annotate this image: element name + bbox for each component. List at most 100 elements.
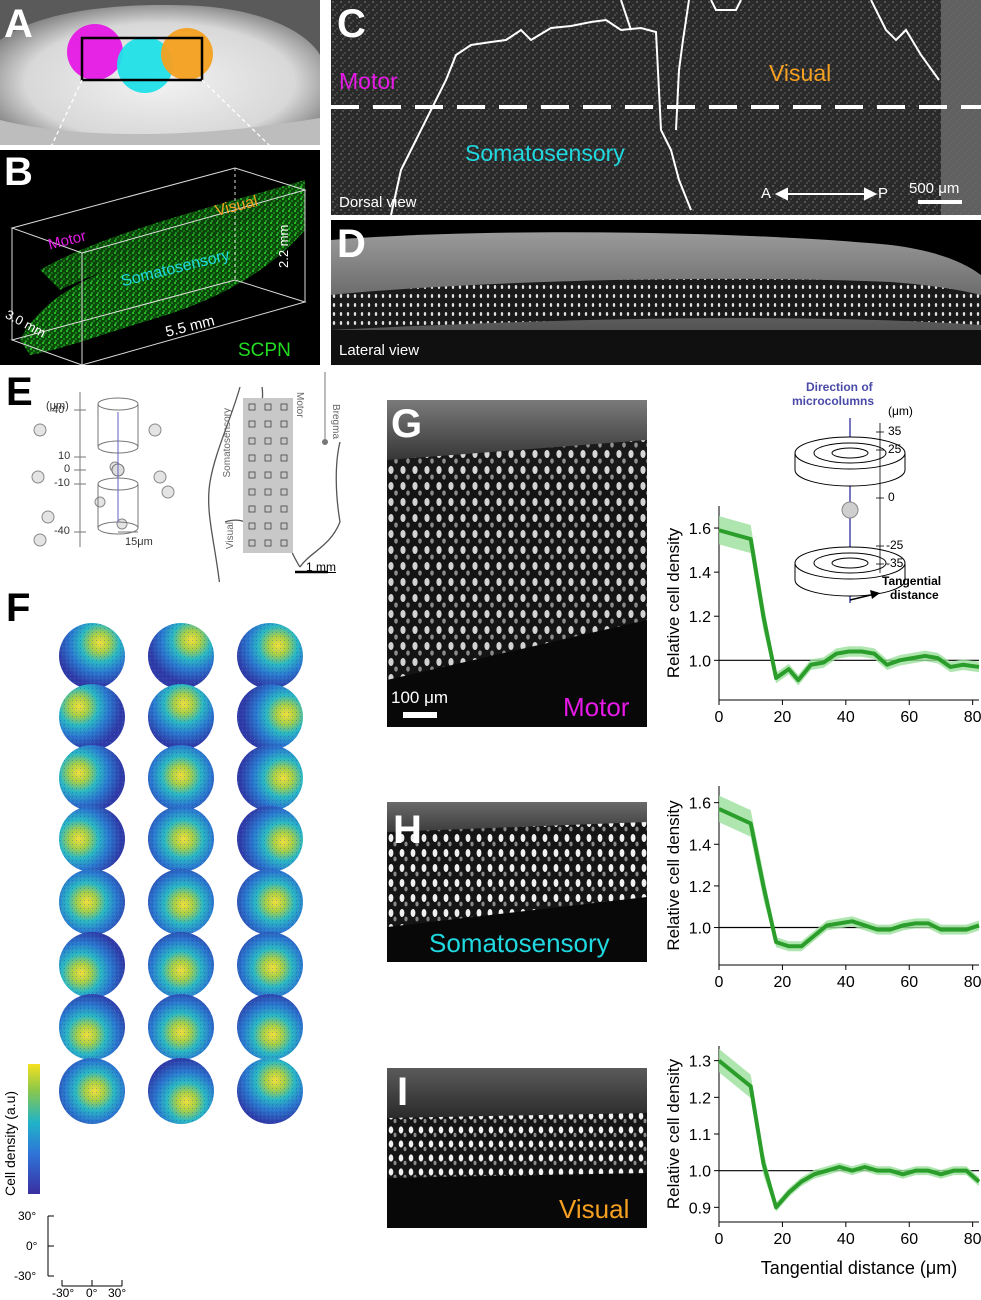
grid-square — [280, 488, 288, 496]
e-radius: 15μm — [125, 536, 153, 548]
grid-square — [280, 522, 288, 530]
visual-micrograph — [387, 1068, 647, 1228]
c-anterior-label: A — [761, 185, 772, 202]
e-tick-0: 0 — [64, 463, 71, 475]
grid-square — [248, 437, 256, 445]
panel-a: A — [0, 0, 320, 145]
panel-label-i: I — [397, 1070, 409, 1114]
y-tick-label: 1.0 — [689, 653, 711, 670]
e-tick-10: 10 — [58, 450, 71, 462]
y-tick-label: 1.6 — [689, 796, 711, 813]
x-tick-label: 60 — [900, 974, 918, 991]
h-region-label: Somatosensory — [429, 928, 610, 958]
series-line — [718, 528, 980, 683]
b-scpn-label: SCPN — [238, 340, 291, 361]
grid-square — [280, 420, 288, 428]
grid-square — [248, 522, 256, 530]
f-colorbar-label: Cell density (a.u) — [2, 1090, 18, 1196]
grid-square — [264, 488, 272, 496]
x-tick-label: 60 — [900, 1231, 918, 1248]
panel-label-a: A — [4, 2, 33, 46]
grid-square — [280, 471, 288, 479]
panel-label-e: E — [6, 370, 33, 414]
panel-f: F Cell density (a.u) 30° 0° -30° -30° 0°… — [0, 588, 340, 1300]
panel-label-d: D — [337, 222, 366, 266]
chart-motor: 1.0 1.2 1.4 1.6 0 20 40 60 80 Relative cell densi… — [664, 506, 981, 726]
x-tick-label: 0 — [715, 709, 724, 726]
y-tick-label: 1.0 — [689, 921, 711, 938]
inset-tick-35: 35 — [888, 424, 902, 438]
e-tick-neg40: -40 — [54, 525, 70, 537]
b-dim-height: 2.2 mm — [276, 224, 291, 268]
y-tick-label: 1.2 — [689, 609, 711, 626]
e-tick-40: 40 — [52, 404, 65, 416]
microcolumn-schematic — [31, 372, 341, 582]
microcolumn-inset: Direction of microcolumns (μm) 35 25 0 -… — [780, 378, 980, 608]
f-ytick-0: 0° — [26, 1239, 38, 1253]
c-motor-label: Motor — [339, 68, 398, 94]
i-region-label: Visual — [559, 1194, 630, 1224]
brain-dorsal-photo — [0, 0, 320, 145]
inset-unit: (μm) — [888, 404, 913, 418]
inset-tick-25: 25 — [888, 442, 902, 456]
scpn-volume — [10, 167, 307, 366]
y-tick-label: 0.9 — [689, 1200, 711, 1217]
y-tick-label: 1.4 — [689, 837, 711, 854]
grid-square — [248, 420, 256, 428]
series-line — [718, 807, 980, 949]
y-axis-label: Relative cell density — [664, 800, 683, 951]
grid-square — [280, 403, 288, 411]
x-tick-label: 0 — [715, 1231, 724, 1248]
colorbar — [28, 1064, 40, 1194]
grid-square — [248, 471, 256, 479]
panel-i-image: I Visual — [387, 1068, 647, 1228]
inset-arrow-label-1: Tangential — [882, 574, 942, 588]
inset-arrow-label-2: distance — [890, 588, 939, 602]
d-view-label: Lateral view — [339, 342, 420, 359]
x-tick-label: 80 — [964, 709, 981, 726]
grid-square — [264, 471, 272, 479]
grid-square — [264, 505, 272, 513]
series-line — [717, 1059, 981, 1210]
e-visual: Visual — [225, 522, 236, 550]
g-region-label: Motor — [563, 692, 630, 722]
f-xtick-30: 30° — [108, 1286, 127, 1300]
c-visual-label: Visual — [769, 60, 832, 86]
x-tick-label: 20 — [774, 974, 792, 991]
panel-h-image: H Somatosensory — [387, 802, 647, 962]
inset-tick-neg35: -35 — [886, 556, 904, 570]
grid-square — [264, 420, 272, 428]
grid-square — [264, 539, 272, 547]
y-tick-label: 1.4 — [689, 565, 711, 582]
e-scale: 1 mm — [306, 560, 336, 574]
grid-square — [248, 454, 256, 462]
grid-square — [248, 403, 256, 411]
inset-tick-0: 0 — [888, 490, 895, 504]
c-posterior-label: P — [878, 185, 889, 202]
grid-square — [280, 437, 288, 445]
grid-square — [248, 505, 256, 513]
panel-label-f: F — [6, 586, 31, 630]
grid-square — [264, 522, 272, 530]
c-somato-label: Somatosensory — [465, 140, 625, 166]
motor-micrograph — [387, 400, 647, 727]
c-scale-label: 500 μm — [909, 180, 960, 197]
panel-d: D Lateral view — [331, 220, 981, 365]
grid-square — [264, 454, 272, 462]
grid-square — [264, 437, 272, 445]
chart-somatosensory: 1.0 1.2 1.4 1.6 0 20 40 60 80 Relative cell densi… — [664, 786, 981, 991]
x-tick-label: 40 — [837, 709, 855, 726]
x-tick-label: 40 — [837, 974, 855, 991]
x-tick-label: 0 — [715, 974, 724, 991]
panel-b: B Motor Visual Somatosensory 2.2 mm 3.0 … — [0, 150, 320, 366]
motor-spot — [67, 24, 123, 80]
y-axis-label: Relative cell density — [664, 527, 683, 678]
y-tick-label: 1.3 — [689, 1054, 711, 1071]
y-tick-label: 1.0 — [689, 1164, 711, 1181]
f-ytick-30: 30° — [18, 1209, 37, 1223]
e-bregma: Bregma — [330, 404, 341, 440]
lateral-image — [331, 232, 981, 365]
roi-box — [80, 36, 204, 82]
f-xtick-neg30: -30° — [52, 1286, 75, 1300]
density-maps — [28, 623, 303, 1287]
